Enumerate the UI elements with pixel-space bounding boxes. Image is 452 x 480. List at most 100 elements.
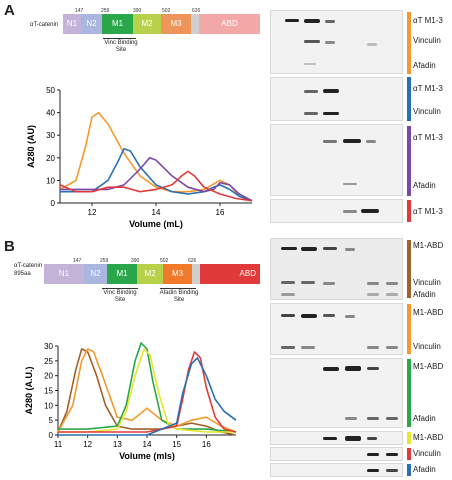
- blot-a1: [270, 10, 403, 74]
- band: [323, 140, 337, 143]
- y-tick-label: 30: [46, 131, 55, 140]
- band: [323, 89, 339, 93]
- blot-label: Vinculin: [413, 342, 441, 351]
- band: [345, 366, 361, 371]
- blot-label: αT M1-3: [413, 16, 443, 25]
- y-tick-label: 15: [44, 387, 53, 396]
- x-axis-label: Volume (mls): [119, 451, 175, 461]
- blot-a3: [270, 124, 403, 196]
- domain-bar: N1 N2 M1 M2 M3 ABD: [44, 264, 260, 284]
- site-underline: [102, 288, 138, 289]
- boundary-label: 259: [101, 8, 110, 14]
- boundary-label: 259: [100, 258, 109, 264]
- y-tick-label: 50: [46, 86, 55, 95]
- blot-a4: [270, 199, 403, 223]
- segment-abd: ABD: [200, 264, 260, 284]
- blot-label: M1-ABD: [413, 362, 444, 371]
- band: [304, 63, 316, 65]
- band: [386, 293, 398, 296]
- band: [304, 112, 318, 115]
- band: [345, 315, 355, 318]
- band: [304, 19, 320, 23]
- color-bar-purple: [407, 126, 411, 196]
- linker-segment: [191, 14, 199, 34]
- color-bar-blue: [407, 77, 411, 121]
- band: [304, 90, 318, 93]
- band: [281, 281, 295, 284]
- blot-label: Afadin: [413, 290, 436, 299]
- blot-a2: [270, 77, 403, 121]
- band: [285, 19, 299, 22]
- x-tick-label: 16: [202, 440, 211, 449]
- band: [345, 417, 357, 420]
- x-tick-label: 15: [172, 440, 181, 449]
- band: [367, 346, 379, 349]
- blot-label: Vinculin: [413, 449, 441, 458]
- band: [304, 40, 320, 43]
- band: [281, 346, 295, 349]
- band: [301, 346, 315, 349]
- x-tick-label: 13: [113, 440, 122, 449]
- boundary-label: 147: [75, 8, 84, 14]
- boundary-label: 626: [188, 258, 197, 264]
- band: [323, 282, 335, 285]
- y-axis-label: A280 (AU): [26, 125, 36, 168]
- site-underline: [160, 288, 196, 289]
- band: [345, 248, 355, 251]
- band: [367, 417, 379, 420]
- blot-label: Afadin: [413, 61, 436, 70]
- segment-n1: N1: [63, 14, 81, 34]
- band: [301, 281, 315, 284]
- vinc-binding-site-label: Vinc Binding Site: [104, 40, 138, 53]
- series-line-1: [57, 348, 237, 433]
- boundary-label: 390: [133, 8, 142, 14]
- color-bar-brown: [407, 240, 411, 298]
- segment-n2: N2: [84, 264, 107, 284]
- blot-b5: [270, 447, 403, 461]
- band: [281, 247, 297, 250]
- construct-a: αT-catenin 147 259 390 502 626 N1 N2 M1 …: [0, 0, 265, 70]
- band: [325, 41, 335, 44]
- blot-b3: [270, 358, 403, 428]
- segment-m3: M3: [163, 264, 192, 284]
- construct-a-label: αT-catenin: [30, 22, 59, 28]
- band: [386, 453, 398, 456]
- blots-a: αT M1-3 Vinculin Afadin αT M1-3 Vinculin…: [270, 0, 452, 240]
- boundary-label: 502: [160, 258, 169, 264]
- x-axis-label: Volume (mL): [129, 219, 183, 229]
- color-bar-green: [407, 359, 411, 427]
- x-tick-label: 16: [216, 208, 225, 217]
- color-bar-orange: [407, 12, 411, 74]
- x-tick-label: 12: [88, 208, 97, 217]
- y-tick-label: 5: [49, 416, 54, 425]
- linker-segment: [192, 264, 200, 284]
- boundary-label: 626: [192, 8, 201, 14]
- boundary-label: 390: [131, 258, 140, 264]
- series-line-3: [59, 170, 253, 202]
- x-tick-label: 11: [54, 440, 63, 449]
- color-bar-red: [407, 448, 411, 460]
- series-line-1: [60, 148, 253, 202]
- series-line-4: [58, 351, 237, 433]
- band: [323, 112, 339, 115]
- blot-label: αT M1-3: [413, 133, 443, 142]
- panel-b-letter: B: [4, 238, 15, 255]
- series-line-0: [59, 111, 253, 202]
- y-tick-label: 25: [44, 357, 53, 366]
- chart-b: 0 5 10 15 20 25 30 11 12 13 14 15 16 Volume (mls) A280…: [24, 342, 237, 461]
- blot-label: Afadin: [413, 181, 436, 190]
- y-tick-label: 10: [44, 401, 53, 410]
- blot-label: M1-ABD: [413, 308, 444, 317]
- band: [367, 367, 379, 370]
- band: [361, 209, 379, 213]
- band: [301, 314, 317, 318]
- chart-a: 0 10 20 30 40 50 12 14 16 Volume (mL) A280 (AU): [26, 86, 253, 229]
- band: [281, 293, 295, 296]
- boundary-label: 502: [162, 8, 171, 14]
- segment-m3: M3: [161, 14, 191, 34]
- band: [345, 436, 361, 441]
- band: [343, 210, 357, 213]
- band: [367, 43, 377, 46]
- band: [343, 183, 357, 185]
- band: [323, 247, 337, 250]
